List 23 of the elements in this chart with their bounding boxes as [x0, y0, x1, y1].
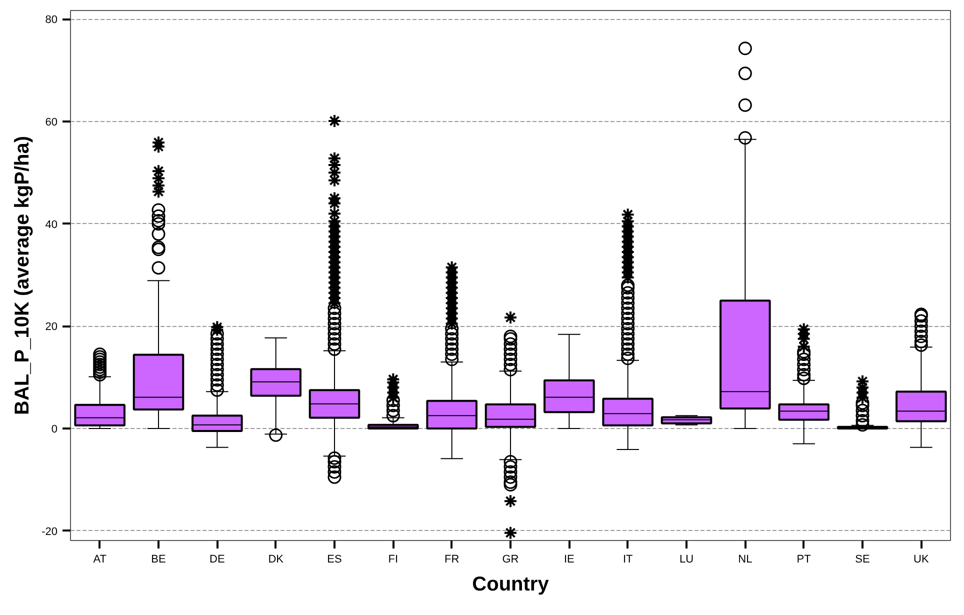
x-tick-label: LU: [679, 554, 694, 566]
x-tick-label: FR: [444, 554, 460, 566]
x-axis-title: Country: [472, 574, 550, 596]
y-tick-label: -20: [42, 526, 58, 538]
x-tick-label: PT: [796, 554, 812, 566]
x-tick-label: UK: [914, 554, 930, 566]
y-tick-label: 40: [45, 218, 58, 231]
x-tick-label: NL: [738, 554, 752, 566]
x-tick-label: AT: [93, 554, 107, 566]
x-tick-label: ES: [327, 554, 342, 566]
x-tick-label: BE: [151, 554, 166, 566]
y-tick-label: 0: [51, 423, 58, 436]
x-tick-label: DE: [210, 554, 225, 566]
y-tick-label: 60: [45, 116, 58, 129]
x-tick-label: FI: [388, 554, 398, 566]
x-tick-label: GR: [502, 554, 519, 566]
x-tick-label: DK: [268, 554, 284, 566]
x-tick-label: IE: [564, 554, 574, 566]
y-tick-label: 80: [45, 14, 58, 26]
y-tick-label: 20: [45, 321, 58, 334]
x-tick-label: IT: [622, 554, 633, 566]
x-tick-label: SE: [855, 554, 870, 566]
y-axis-title: BAL_P_10K (average kgP/ha): [12, 136, 34, 415]
